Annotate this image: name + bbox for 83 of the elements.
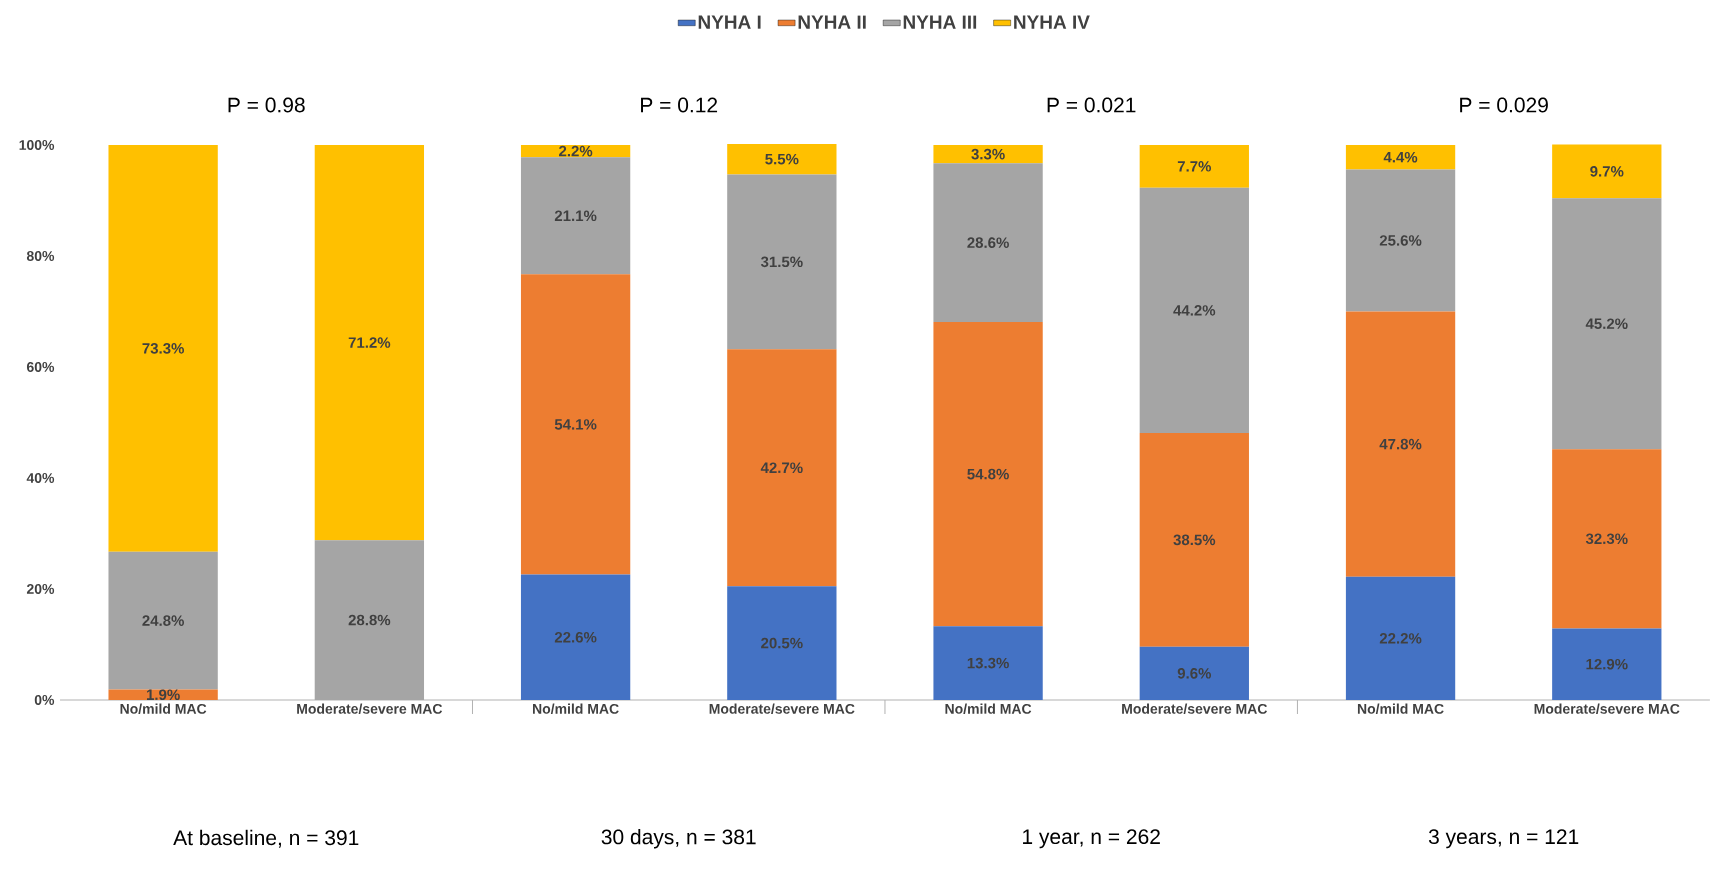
data-label: 9.7% <box>1590 166 1624 177</box>
data-label: 25.6% <box>1379 235 1422 246</box>
data-label: 31.5% <box>760 256 803 268</box>
data-label: 1.9% <box>146 689 180 701</box>
text: 30 days, n = 381 <box>601 828 756 849</box>
bar <box>933 322 1043 627</box>
text: 3 years, n = 121 <box>1428 829 1579 849</box>
data-label: 24.8% <box>142 615 184 626</box>
bar <box>933 144 1043 164</box>
bar <box>520 274 631 575</box>
bar <box>108 144 218 552</box>
bar <box>520 157 631 275</box>
data-label: 28.8% <box>348 614 391 626</box>
bar <box>1139 646 1249 700</box>
bar <box>727 586 837 700</box>
data-label: 32.3% <box>1585 533 1628 545</box>
data-label: 71.2% <box>348 337 391 348</box>
text: At baseline, n = 391 <box>173 829 359 848</box>
data-label: 20.5% <box>761 637 803 649</box>
data-label: 2.2% <box>559 145 593 157</box>
legend-label: NYHA II <box>798 15 866 29</box>
y-tick-label: 60% <box>26 362 55 372</box>
x-tick-label: No/mild MAC <box>1357 703 1444 714</box>
bar <box>727 174 837 350</box>
y-tick-label: 100% <box>19 140 55 150</box>
bar <box>314 540 425 700</box>
data-label: 45.2% <box>1585 318 1628 329</box>
legend-label: NYHA IV <box>1014 15 1090 29</box>
data-label: 54.1% <box>554 419 597 430</box>
data-label: 3.3% <box>971 148 1005 160</box>
data-label: 44.2% <box>1173 305 1216 316</box>
bar <box>1345 311 1456 577</box>
bar <box>108 551 218 690</box>
bar <box>933 163 1043 323</box>
y-tick-label: 40% <box>26 473 55 483</box>
data-label: 22.2% <box>1379 633 1422 644</box>
text: P = 0.021 <box>1047 97 1136 113</box>
data-label: 22.6% <box>554 631 597 643</box>
bar <box>108 689 218 700</box>
data-label: 4.4% <box>1383 151 1418 163</box>
data-label: 42.7% <box>760 462 803 474</box>
data-label: 13.3% <box>967 657 1009 669</box>
x-tick-label: No/mild MAC <box>120 703 207 714</box>
bar <box>727 143 837 175</box>
bar <box>314 144 425 541</box>
bar <box>1139 144 1249 188</box>
x-tick-label: No/mild MAC <box>945 703 1032 714</box>
bar <box>1345 576 1456 700</box>
bar <box>1139 433 1249 647</box>
text: 1 year, n = 262 <box>1023 829 1160 849</box>
bar <box>1345 169 1456 312</box>
text: P = 0.12 <box>641 97 718 113</box>
data-label: 73.3% <box>142 343 184 354</box>
data-label: 38.5% <box>1173 534 1216 546</box>
x-tick-label: No/mild MAC <box>533 703 619 714</box>
data-label: 21.1% <box>554 210 597 222</box>
bar <box>727 349 837 587</box>
y-tick-label: 0% <box>34 695 55 705</box>
legend-label: NYHA III <box>903 15 977 29</box>
bar <box>1139 187 1249 434</box>
bar <box>1552 144 1662 199</box>
x-tick-label: Moderate/severe MAC <box>1534 703 1680 714</box>
data-label: 7.7% <box>1177 161 1212 172</box>
text: P = 0.029 <box>1460 97 1548 113</box>
y-tick-label: 20% <box>26 584 55 594</box>
text: P = 0.98 <box>228 97 305 113</box>
x-tick-label: Moderate/severe MAC <box>709 703 855 714</box>
data-label: 12.9% <box>1586 658 1628 670</box>
data-label: 9.6% <box>1177 668 1212 679</box>
bar <box>1552 198 1662 450</box>
bar <box>933 626 1043 700</box>
bar <box>1552 449 1662 629</box>
data-label: 47.8% <box>1379 438 1422 450</box>
legend-label: NYHA I <box>698 15 761 29</box>
data-label: 5.5% <box>765 153 799 165</box>
x-tick-label: Moderate/severe MAC <box>297 703 443 714</box>
data-label: 28.6% <box>967 237 1009 248</box>
y-tick-label: 80% <box>26 251 55 261</box>
data-label: 54.8% <box>967 468 1009 480</box>
bar <box>1345 144 1456 170</box>
x-tick-label: Moderate/severe MAC <box>1122 703 1268 714</box>
bar <box>1552 628 1662 700</box>
bar <box>520 574 631 700</box>
